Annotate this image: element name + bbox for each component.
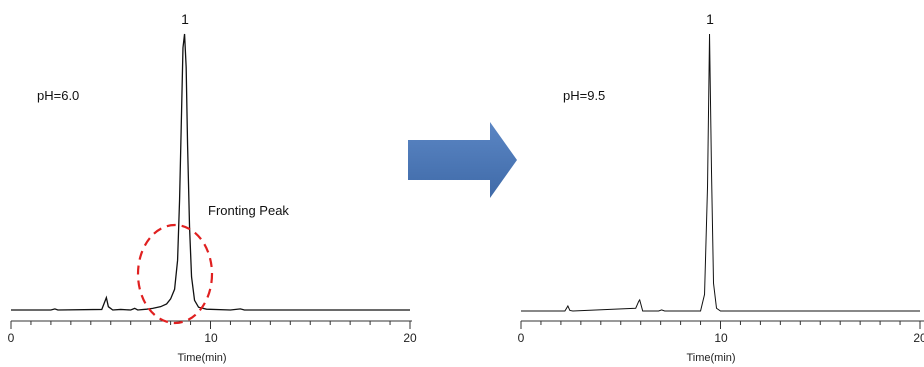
series-line-right	[521, 33, 920, 312]
x-axis-label-left: Time(min)	[177, 352, 226, 364]
ph-annotation-right: pH=9.5	[563, 88, 605, 103]
right-arrow-icon	[408, 122, 517, 198]
fronting-peak-circle	[136, 223, 214, 325]
x-axis-label-right: Time(min)	[686, 352, 735, 364]
series-line-left	[11, 33, 410, 311]
peak-label-left: 1	[181, 11, 189, 27]
chart-left: 0 10 20 Time(min) pH=6.0 1 Fronting Peak	[8, 11, 417, 364]
peak-label-right: 1	[706, 11, 714, 27]
x-tick-label-20-right: 20	[913, 331, 924, 345]
ph-annotation-left: pH=6.0	[37, 88, 79, 103]
fronting-peak-callout: Fronting Peak	[208, 203, 289, 218]
x-tick-label-0-right: 0	[518, 331, 525, 345]
minor-ticks-left	[10, 321, 411, 329]
minor-ticks-right	[520, 321, 921, 329]
chart-right: 0 10 20 Time(min) pH=9.5 1	[518, 11, 924, 364]
x-tick-label-10-left: 10	[204, 331, 218, 345]
x-tick-label-10-right: 10	[714, 331, 728, 345]
x-tick-label-0-left: 0	[8, 331, 15, 345]
x-tick-label-20-left: 20	[403, 331, 417, 345]
